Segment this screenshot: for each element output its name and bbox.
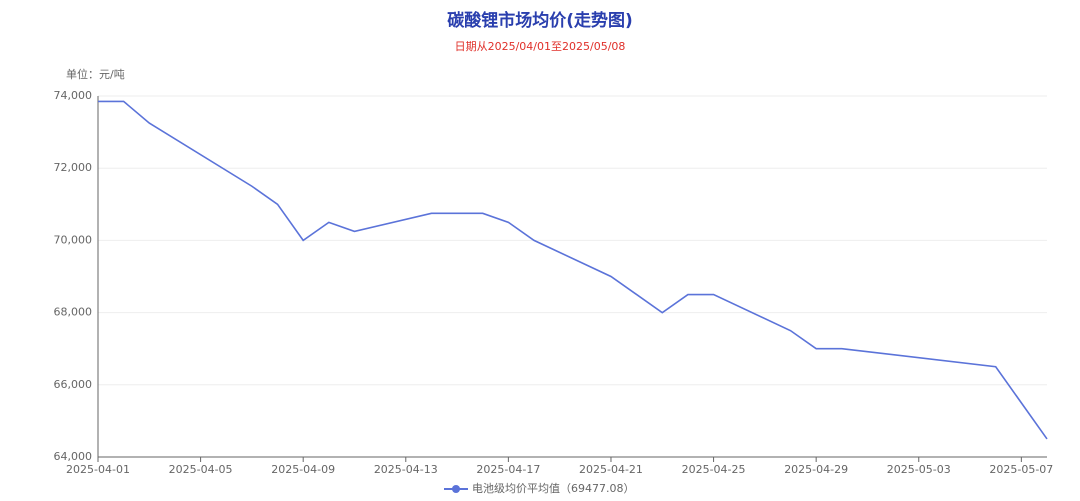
x-tick-label: 2025-04-17 [476,463,540,476]
legend-label: 电池级均价平均值（69477.08） [472,482,635,495]
x-tick-label: 2025-04-05 [169,463,233,476]
x-tick-label: 2025-04-29 [784,463,848,476]
y-axis-label: 单位：元/吨 [66,67,125,81]
x-tick-label: 2025-04-09 [271,463,335,476]
y-tick-label: 66,000 [54,378,93,391]
x-tick-label: 2025-04-13 [374,463,438,476]
x-tick-label: 2025-05-03 [887,463,951,476]
chart-title: 碳酸锂市场均价(走势图) [447,10,633,31]
y-tick-label: 68,000 [54,306,93,319]
y-tick-label: 72,000 [54,161,93,174]
x-tick-label: 2025-04-21 [579,463,643,476]
x-tick-label: 2025-05-07 [989,463,1053,476]
legend-marker [452,485,460,493]
x-tick-label: 2025-04-25 [682,463,746,476]
y-tick-label: 64,000 [54,450,93,463]
x-tick-label: 2025-04-01 [66,463,130,476]
line [98,100,1048,440]
y-tick-label: 70,000 [54,233,93,246]
chart-subtitle: 日期从2025/04/01至2025/05/08 [455,40,626,53]
y-tick-label: 74,000 [54,89,93,102]
